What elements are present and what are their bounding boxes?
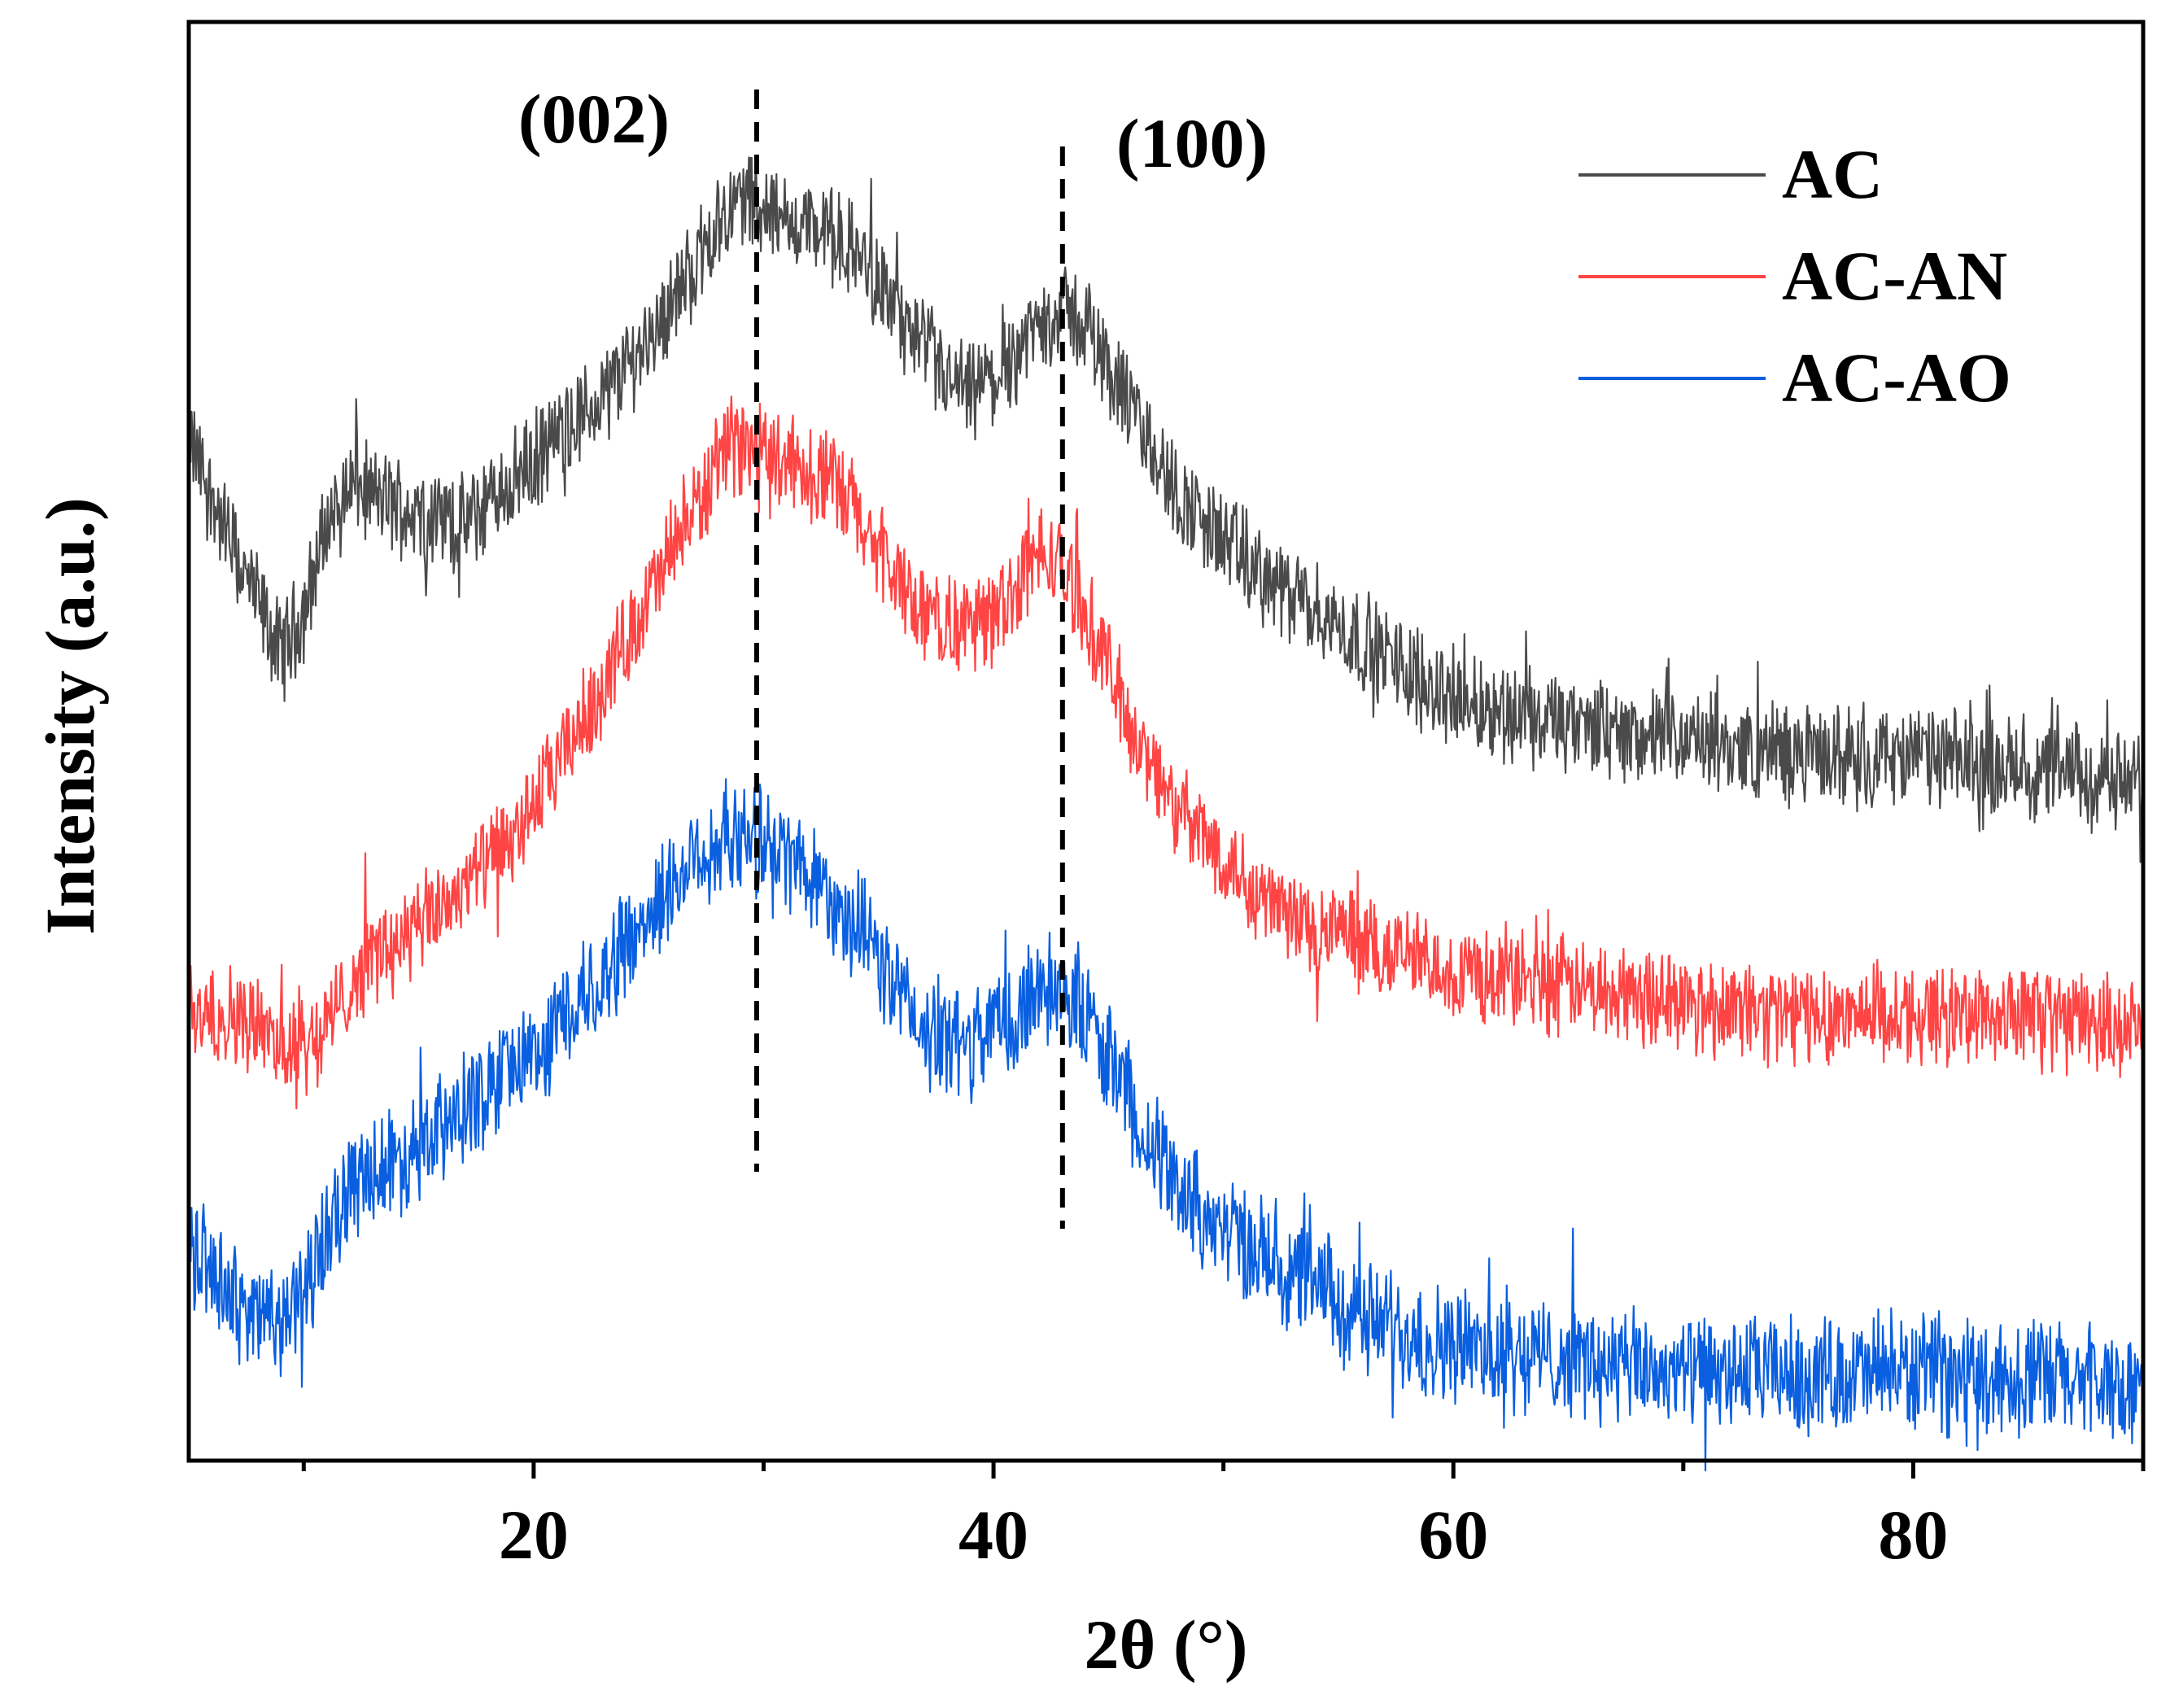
series-layer [187, 156, 2145, 1472]
annotation-label-2: (100) [1116, 104, 1268, 182]
y-axis-title: Intensity (a.u.) [31, 497, 109, 935]
x-tick-label: 20 [499, 1496, 569, 1574]
legend-label-ac: AC [1782, 135, 1883, 213]
annotation-layer: (002) (100) [518, 80, 1268, 1229]
annotation-label-1: (002) [518, 80, 670, 158]
x-axis-title: 2θ (°) [1084, 1605, 1247, 1684]
series-line-ac [187, 156, 2145, 863]
x-tick-label: 60 [1418, 1496, 1488, 1574]
x-tick-label: 80 [1878, 1496, 1948, 1574]
x-tick-layer: 20 40 60 80 [301, 1461, 2146, 1574]
legend-label-ac-ao: AC-AO [1782, 339, 2011, 417]
legend: AC AC-AN AC-AO [1578, 135, 2011, 417]
plot-frame [186, 20, 2146, 1463]
legend-label-ac-an: AC-AN [1782, 237, 2007, 315]
series-line-ac-an [187, 395, 2145, 1110]
x-tick-label: 40 [958, 1496, 1028, 1574]
series-line-ac-ao [187, 778, 2145, 1472]
